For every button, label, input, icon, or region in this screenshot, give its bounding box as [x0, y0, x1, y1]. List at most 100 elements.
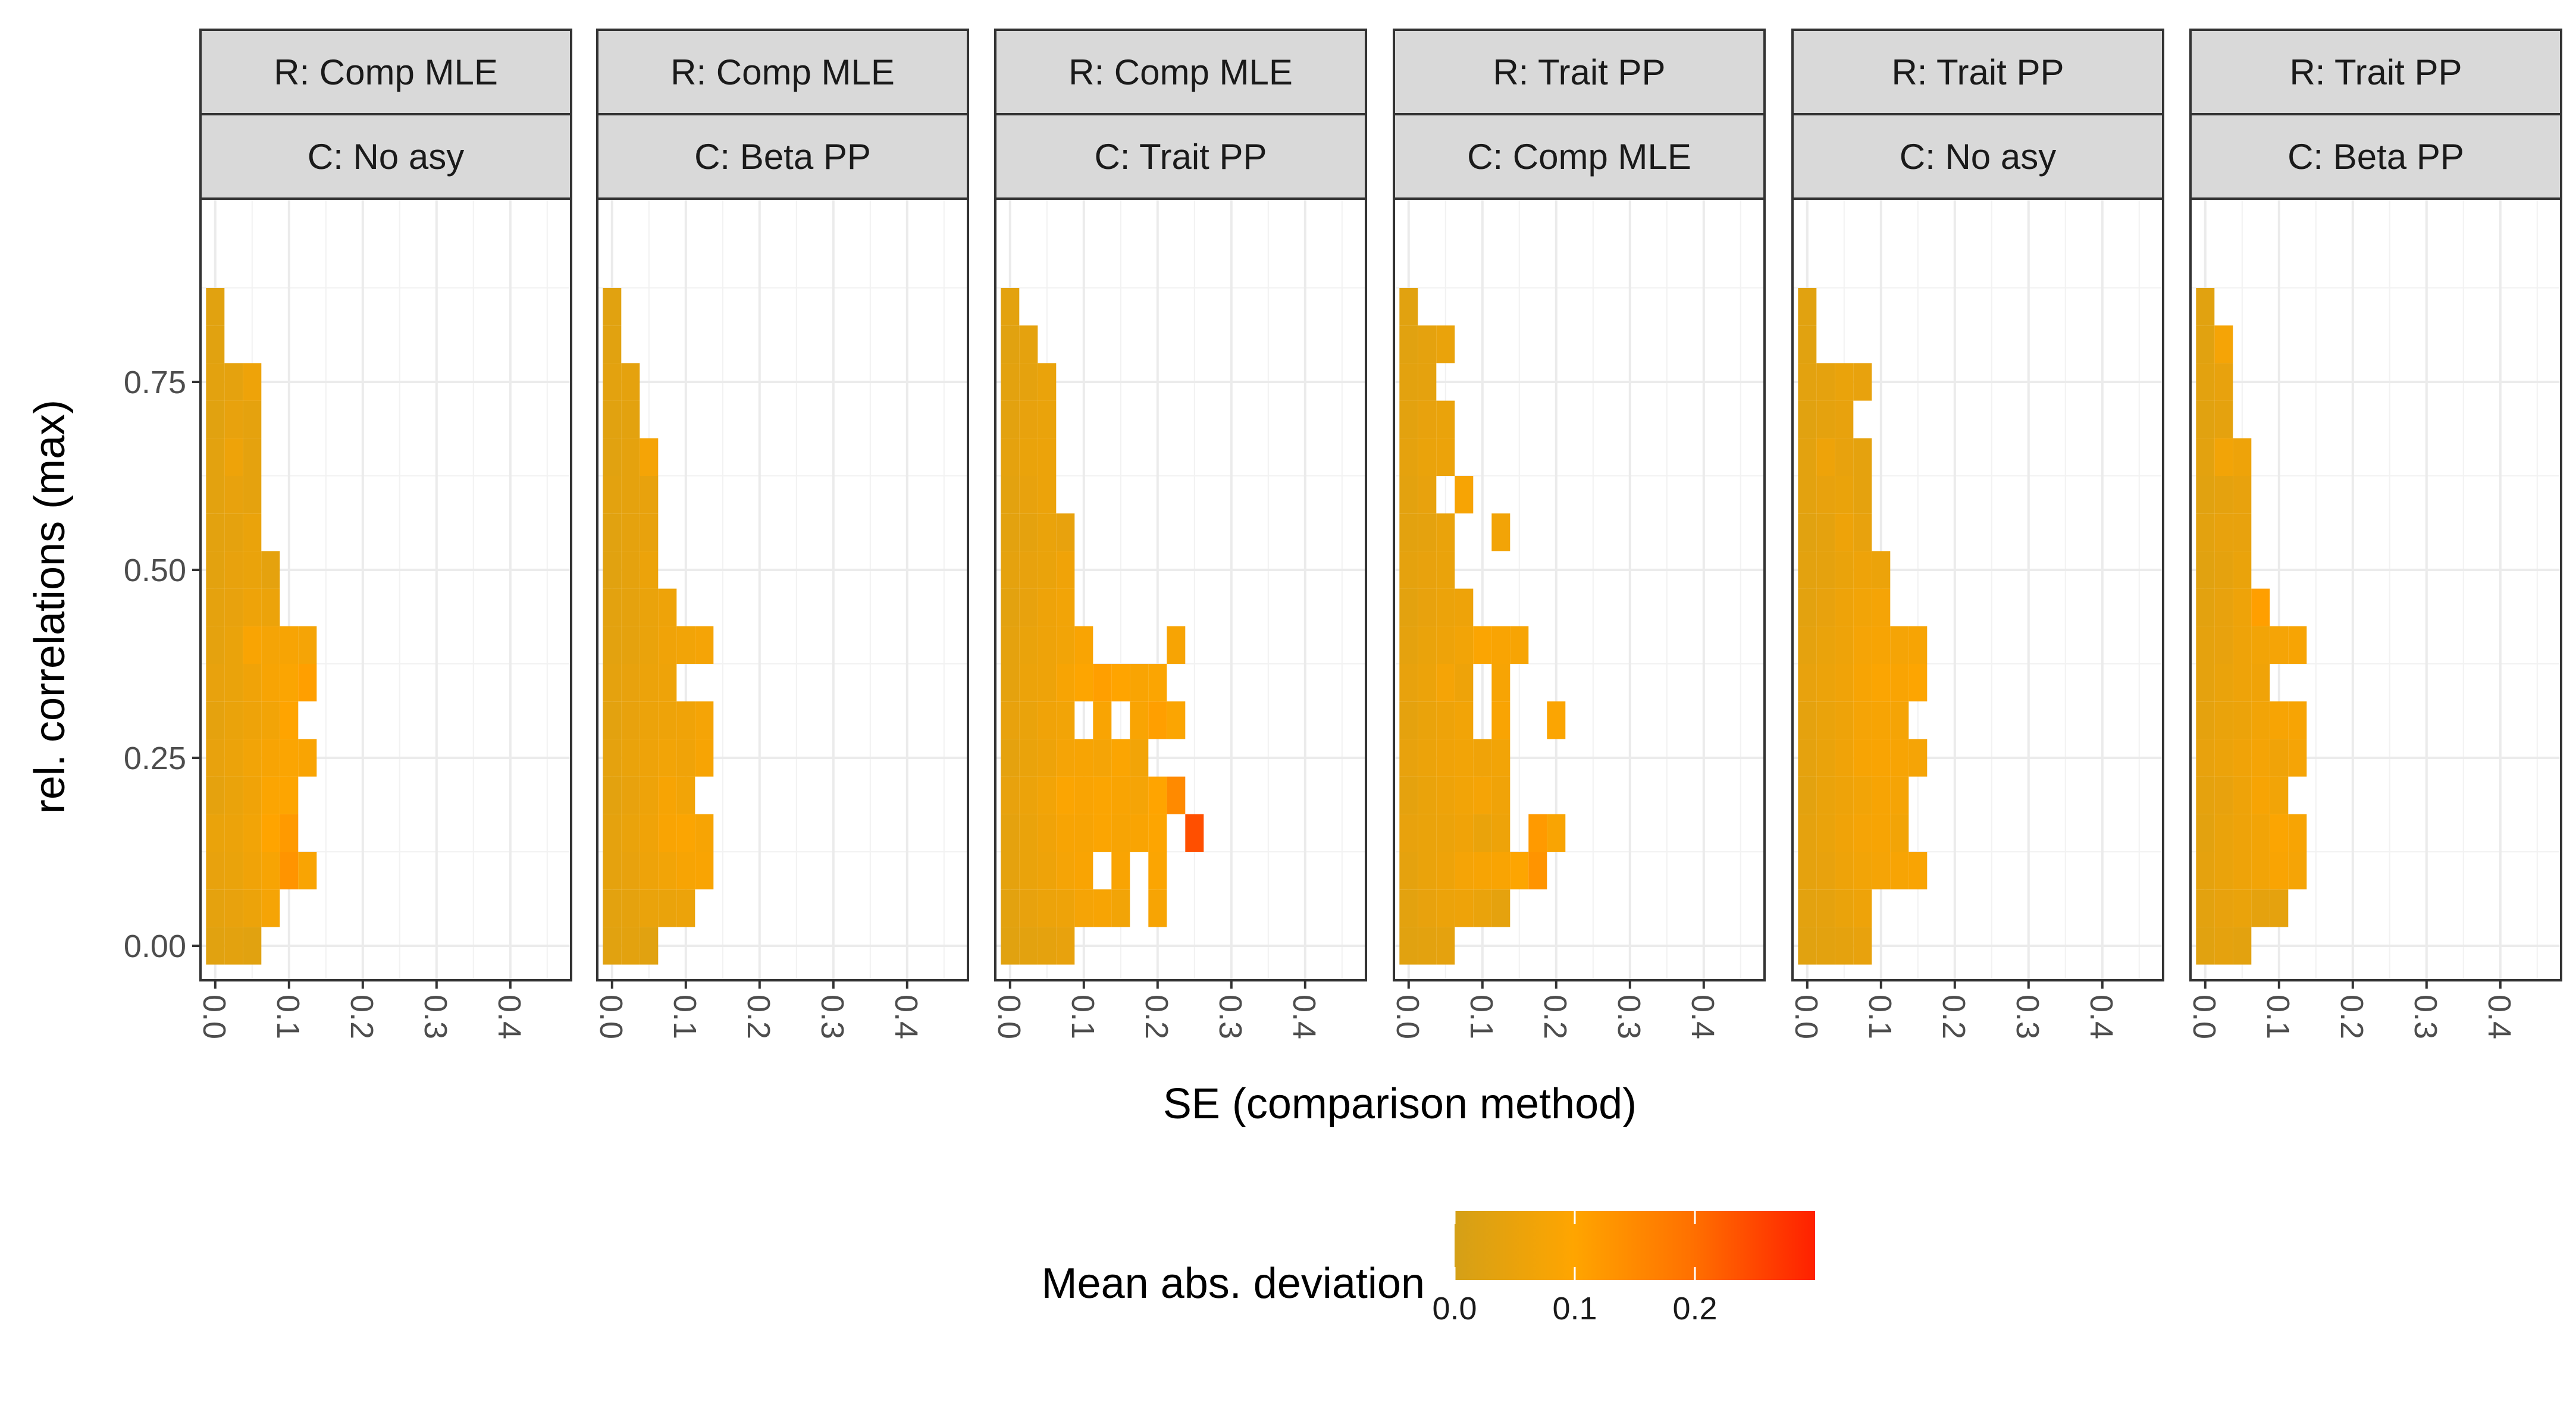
heatmap-tile: [1798, 739, 1817, 777]
heatmap-tile: [1019, 438, 1038, 476]
heatmap-tile: [1399, 664, 1418, 702]
heatmap-tile: [1872, 814, 1891, 852]
heatmap-tile: [640, 438, 659, 476]
heatmap-tile: [2233, 438, 2252, 476]
heatmap-tile: [1038, 476, 1057, 514]
heatmap-tile: [261, 814, 280, 852]
heatmap-tile: [1399, 852, 1418, 890]
heatmap-tile: [1418, 400, 1437, 438]
heatmap-tile: [1436, 626, 1455, 664]
heatmap-tile: [1528, 814, 1547, 852]
heatmap-tile: [1909, 664, 1928, 702]
x-tick-label: 0.4: [888, 995, 924, 1039]
heatmap-tile: [1816, 701, 1835, 739]
heatmap-tile: [1148, 814, 1167, 852]
heatmap-tile: [2270, 852, 2289, 890]
heatmap-tile: [1816, 476, 1835, 514]
heatmap-tile: [1074, 814, 1093, 852]
heatmap-tile: [280, 852, 299, 890]
heatmap-tile: [280, 664, 299, 702]
heatmap-tile: [2251, 739, 2270, 777]
heatmap-tile: [1816, 814, 1835, 852]
heatmap-tile: [1056, 588, 1075, 626]
heatmap-tile: [224, 889, 243, 927]
heatmap-tile: [1001, 626, 1020, 664]
heatmap-tiles: [2196, 288, 2307, 965]
heatmap-tile: [2251, 889, 2270, 927]
heatmap-tile: [1418, 776, 1437, 814]
column-strip-label: C: No asy: [1900, 137, 2056, 177]
heatmap-tile: [206, 776, 225, 814]
panel-2: R: Comp MLE C: Beta PP 0.0 0.1 0.2 0.3 0.4: [593, 29, 969, 1039]
heatmap-tile: [621, 513, 640, 551]
heatmap-tile: [206, 852, 225, 890]
heatmap-tile: [1418, 513, 1437, 551]
heatmap-tile: [676, 701, 695, 739]
heatmap-tile: [1399, 776, 1418, 814]
heatmap-tile: [1816, 776, 1835, 814]
heatmap-tile: [1418, 438, 1437, 476]
heatmap-tile: [1130, 739, 1149, 777]
heatmap-tile: [1111, 664, 1130, 702]
heatmap-tile: [1835, 701, 1854, 739]
x-tick-label: 0.0: [593, 995, 629, 1039]
heatmap-tile: [621, 927, 640, 965]
heatmap-tile: [1547, 701, 1566, 739]
heatmap-tile: [1418, 701, 1437, 739]
heatmap-tile: [1019, 363, 1038, 401]
heatmap-tile: [1436, 776, 1455, 814]
heatmap-tile: [1835, 626, 1854, 664]
heatmap-tile: [1130, 776, 1149, 814]
heatmap-tile: [1001, 476, 1020, 514]
heatmap-tile: [1798, 325, 1817, 363]
heatmap-tile: [1835, 852, 1854, 890]
heatmap-tile: [1038, 588, 1057, 626]
heatmap-tile: [261, 776, 280, 814]
heatmap-tile: [1798, 776, 1817, 814]
heatmap-tile: [1510, 852, 1529, 890]
x-tick-label: 0.2: [344, 995, 380, 1039]
heatmap-tile: [1473, 814, 1492, 852]
legend-tick-label: 0.2: [1672, 1291, 1717, 1326]
heatmap-tile: [658, 626, 677, 664]
heatmap-tile: [2233, 588, 2252, 626]
heatmap-tile: [1853, 852, 1872, 890]
heatmap-tile: [1038, 927, 1057, 965]
x-tick-label: 0.1: [1464, 995, 1499, 1039]
heatmap-tile: [224, 814, 243, 852]
x-tick-label: 0.0: [196, 995, 232, 1039]
heatmap-tile: [2214, 363, 2233, 401]
heatmap-tile: [1038, 551, 1057, 589]
heatmap-tile: [603, 438, 622, 476]
heatmap-tile: [2270, 626, 2289, 664]
heatmap-tile: [2251, 588, 2270, 626]
heatmap-tile: [2251, 664, 2270, 702]
heatmap-tile: [2251, 776, 2270, 814]
heatmap-tile: [1491, 626, 1510, 664]
heatmap-tile: [1835, 551, 1854, 589]
column-strip-label: C: Beta PP: [2287, 137, 2464, 177]
heatmap-tile: [1038, 363, 1057, 401]
heatmap-tile: [1816, 889, 1835, 927]
heatmap-tile: [603, 739, 622, 777]
heatmap-tile: [695, 626, 714, 664]
row-strip-label: R: Comp MLE: [1068, 52, 1293, 92]
heatmap-tile: [224, 626, 243, 664]
heatmap-tile: [1853, 701, 1872, 739]
heatmap-tile: [1074, 739, 1093, 777]
heatmap-tile: [1853, 776, 1872, 814]
heatmap-tile: [1056, 551, 1075, 589]
heatmap-tile: [1038, 438, 1057, 476]
heatmap-tile: [603, 664, 622, 702]
heatmap-tile: [1473, 889, 1492, 927]
heatmap-tile: [1909, 739, 1928, 777]
heatmap-tile: [1798, 626, 1817, 664]
x-tick-label: 0.4: [1685, 995, 1721, 1039]
heatmap-tile: [1418, 664, 1437, 702]
heatmap-tile: [224, 438, 243, 476]
heatmap-tile: [224, 852, 243, 890]
heatmap-tile: [1074, 889, 1093, 927]
heatmap-tile: [1399, 551, 1418, 589]
heatmap-tile: [1056, 626, 1075, 664]
heatmap-tile: [658, 701, 677, 739]
